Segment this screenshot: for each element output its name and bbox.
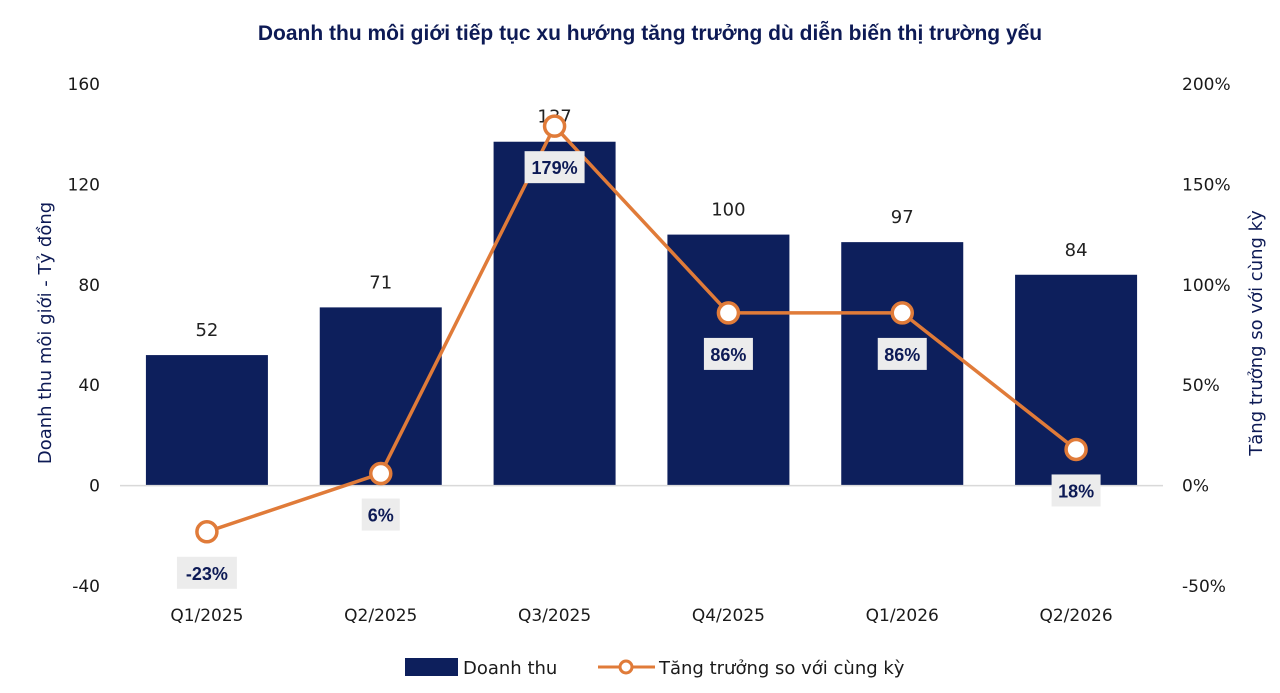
legend-label-growth: Tăng trưởng so với cùng kỳ bbox=[658, 658, 905, 679]
y2-tick-label: 150% bbox=[1182, 175, 1231, 195]
y-tick-label: 40 bbox=[78, 376, 100, 396]
x-tick-label: Q2/2026 bbox=[1039, 606, 1112, 626]
y2-tick-label: 200% bbox=[1182, 75, 1231, 95]
y2-tick-label: -50% bbox=[1182, 577, 1226, 597]
bar-series bbox=[145, 141, 1138, 486]
growth-value-label: -23% bbox=[186, 564, 228, 584]
growth-line-series: -23% 6% 179% 86% 86% 18% bbox=[176, 114, 1101, 589]
x-tick-label: Q3/2025 bbox=[518, 606, 591, 626]
y-tick-label: 120 bbox=[68, 175, 100, 195]
y-tick-label: 0 bbox=[89, 477, 100, 497]
growth-label-box bbox=[176, 556, 237, 589]
y-axis-right: -50% 0% 50% 100% 150% 200% bbox=[1182, 75, 1231, 597]
y-tick-label: 80 bbox=[78, 276, 100, 296]
y-tick-label: 160 bbox=[68, 75, 100, 95]
growth-marker bbox=[195, 520, 219, 544]
growth-label-box bbox=[877, 337, 927, 370]
growth-value-label: 18% bbox=[1058, 481, 1094, 501]
x-tick-label: Q1/2026 bbox=[866, 606, 939, 626]
y2-tick-label: 0% bbox=[1182, 477, 1209, 497]
growth-label-box bbox=[524, 151, 585, 184]
bar bbox=[145, 355, 268, 486]
bar bbox=[493, 141, 616, 486]
legend-marker-icon bbox=[618, 659, 634, 675]
growth-marker bbox=[1064, 437, 1088, 462]
y-axis-left: -40 0 40 80 120 160 bbox=[68, 75, 100, 597]
bar-value-label: 71 bbox=[369, 272, 392, 293]
bar-value-label: 100 bbox=[711, 200, 745, 221]
legend: Doanh thu Tăng trưởng so với cùng kỳ bbox=[405, 658, 905, 679]
y-axis-title: Doanh thu môi giới - Tỷ đồng bbox=[35, 202, 56, 464]
growth-line bbox=[206, 124, 1078, 534]
y2-tick-label: 100% bbox=[1182, 276, 1231, 296]
y2-axis-title: Tăng trưởng so với cùng kỳ bbox=[1246, 210, 1267, 457]
legend-label-revenue: Doanh thu bbox=[463, 658, 557, 679]
bar-value-label: 84 bbox=[1065, 240, 1088, 261]
growth-value-label: 179% bbox=[532, 158, 578, 178]
growth-value-label: 86% bbox=[710, 345, 746, 365]
bar-value-label: 97 bbox=[891, 207, 914, 228]
x-tick-label: Q2/2025 bbox=[344, 606, 417, 626]
growth-label-box bbox=[1051, 474, 1101, 507]
bar bbox=[319, 307, 442, 486]
growth-label-box bbox=[361, 498, 400, 531]
bar-value-label: 52 bbox=[195, 320, 218, 341]
chart-title: Doanh thu môi giới tiếp tục xu hướng tăn… bbox=[258, 21, 1042, 45]
growth-marker bbox=[716, 301, 741, 325]
x-tick-label: Q1/2025 bbox=[170, 606, 243, 626]
growth-marker bbox=[890, 301, 914, 325]
growth-label-box bbox=[703, 337, 753, 370]
legend-bar-swatch bbox=[405, 658, 458, 676]
growth-marker bbox=[542, 114, 567, 138]
growth-marker bbox=[369, 461, 393, 486]
y2-tick-label: 50% bbox=[1182, 376, 1220, 396]
growth-value-label: 86% bbox=[884, 345, 920, 365]
y-tick-label: -40 bbox=[72, 577, 100, 597]
growth-value-label: 6% bbox=[368, 506, 394, 526]
x-axis: Q1/2025 Q2/2025 Q3/2025 Q4/2025 Q1/2026 Q2/20… bbox=[170, 606, 1112, 626]
x-tick-label: Q4/2025 bbox=[692, 606, 765, 626]
